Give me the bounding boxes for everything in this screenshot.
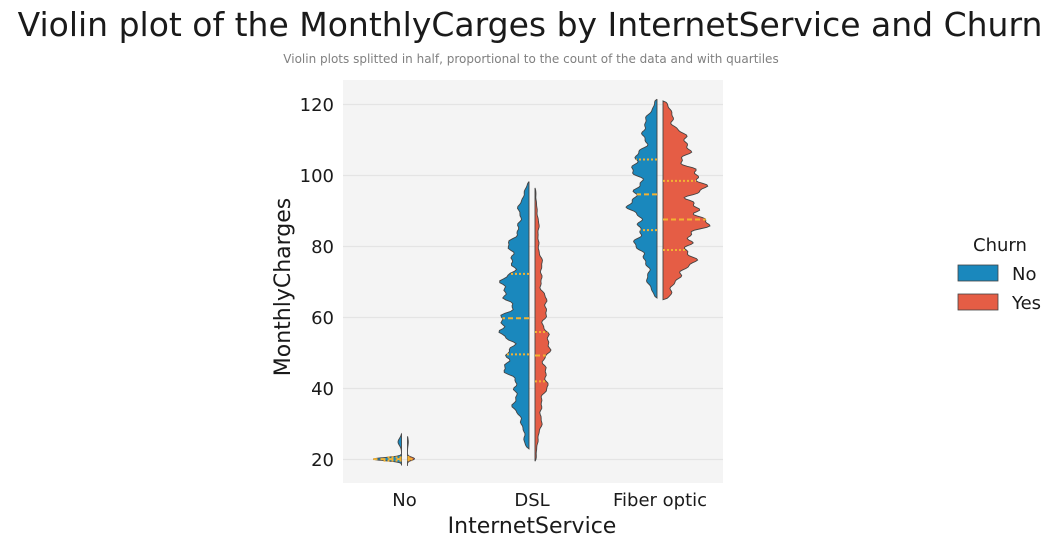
violin-no-no [373,432,402,466]
x-tick-label: Fiber optic [613,490,707,511]
violins [373,98,711,466]
violin-fiber-optic-yes [662,100,711,301]
legend: Churn No Yes [957,235,1041,314]
x-tick-labels: No DSL Fiber optic [392,490,707,511]
y-tick-label: 40 [311,379,334,400]
chart-subtitle: Violin plots splitted in half, proportio… [283,52,778,66]
y-tick-label: 80 [311,237,334,258]
legend-title: Churn [973,235,1027,256]
x-tick-label: No [392,490,416,511]
legend-swatch-no [957,264,999,282]
legend-swatch-yes [957,293,999,311]
x-axis-title: InternetService [448,514,617,539]
violin-dsl-no [498,181,530,450]
y-tick-label: 20 [311,450,334,471]
y-tick-label: 60 [311,308,334,329]
y-tick-label: 100 [300,166,334,187]
plot-panel [343,80,723,483]
violin-dsl-yes [534,187,552,462]
legend-label-no: No [1012,264,1036,285]
chart-title: Violin plot of the MonthlyCarges by Inte… [18,5,1043,44]
x-tick-label: DSL [514,490,549,511]
y-tick-label: 120 [300,95,334,116]
legend-label-yes: Yes [1011,293,1041,314]
grid-lines [343,103,723,461]
y-tick-labels: 20 40 60 80 100 120 [300,95,334,471]
violin-fiber-optic-no [625,98,658,299]
y-axis-title: MonthlyCharges [271,198,296,377]
